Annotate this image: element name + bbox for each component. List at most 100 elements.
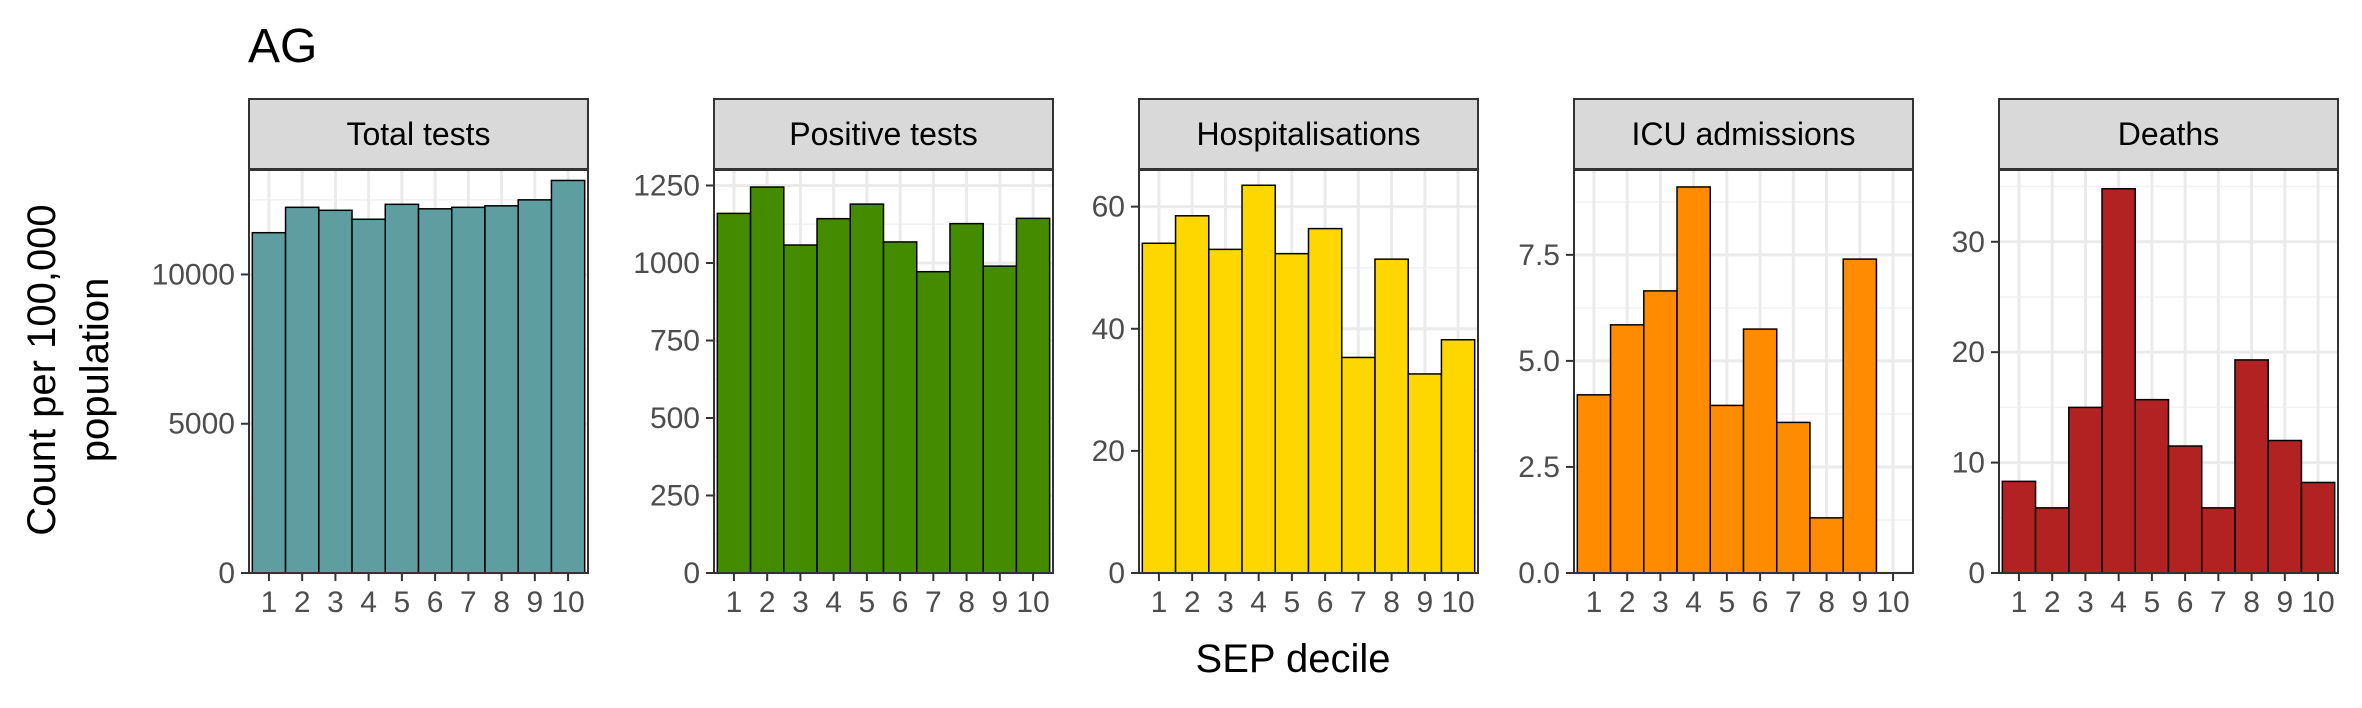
bar	[2200, 507, 2236, 574]
x-tick-label: 1	[2011, 586, 2028, 619]
bar	[1174, 215, 1210, 574]
y-tick-label: 0	[218, 557, 235, 590]
bar	[1576, 394, 1612, 574]
x-tick-label: 4	[2110, 586, 2127, 619]
y-tick-label: 250	[650, 480, 700, 513]
bar	[1274, 252, 1310, 574]
facet-strip-label: Hospitalisations	[1196, 116, 1420, 152]
facet-strip-label: ICU admissions	[1631, 116, 1855, 152]
bar	[550, 179, 586, 574]
chart-title: AG	[248, 20, 317, 73]
x-tick-label: 8	[1818, 586, 1835, 619]
facet-strip-label: Total tests	[346, 116, 490, 152]
x-tick-label: 4	[825, 586, 842, 619]
bar	[450, 206, 486, 574]
x-tick-label: 2	[1619, 586, 1636, 619]
y-tick-label: 10	[1952, 447, 1985, 480]
panel-border	[248, 169, 589, 574]
facet-strip	[248, 98, 589, 170]
bar	[1440, 338, 1476, 574]
y-tick-label: 5.0	[1518, 345, 1560, 378]
bar	[484, 205, 519, 574]
y-tick-label: 0	[1108, 557, 1125, 590]
x-tick-label: 5	[2144, 586, 2161, 619]
facet-strip-label: Deaths	[2118, 116, 2219, 152]
x-tick-label: 6	[2177, 586, 2194, 619]
bar	[2167, 445, 2203, 574]
bar	[1141, 242, 1177, 574]
bar	[982, 265, 1018, 574]
x-tick-label: 4	[360, 586, 377, 619]
x-tick-label: 7	[925, 586, 942, 619]
x-tick-label: 1	[1586, 586, 1603, 619]
x-tick-label: 9	[1416, 586, 1433, 619]
x-tick-label: 3	[1652, 586, 1669, 619]
x-tick-label: 6	[1317, 586, 1334, 619]
y-tick-label: 30	[1952, 226, 1985, 259]
y-tick-label: 0.0	[1518, 557, 1560, 590]
bar	[251, 231, 287, 574]
y-tick-label: 60	[1092, 191, 1125, 224]
bar	[517, 199, 553, 574]
x-axis-title: SEP decile	[1196, 637, 1391, 681]
x-tick-label: 2	[1184, 586, 1201, 619]
bar	[1809, 517, 1844, 574]
y-tick-label: 7.5	[1518, 239, 1560, 272]
facet-panel: ICU admissions 0.0 2.5 5.0 7.5 1 2 3 4 5 6 7 8 9 10	[1518, 98, 1914, 619]
x-tick-label: 10	[551, 586, 584, 619]
x-tick-label: 5	[859, 586, 876, 619]
bar	[1374, 258, 1409, 574]
bar	[2234, 359, 2269, 574]
x-tick-label: 8	[1383, 586, 1400, 619]
bar	[1742, 328, 1778, 574]
x-tick-label: 7	[1350, 586, 1367, 619]
bar	[882, 241, 918, 574]
bar	[351, 218, 387, 574]
x-tick-label: 8	[958, 586, 975, 619]
x-tick-label: 10	[1876, 586, 1909, 619]
bar	[749, 186, 785, 574]
facet-panel: Hospitalisations 0 20 40 60 1 2 3 4 5 6 7 8 9 10	[1092, 98, 1479, 619]
bar	[915, 270, 951, 574]
x-tick-label: 10	[1016, 586, 1049, 619]
y-tick-label: 20	[1092, 435, 1125, 468]
bar	[1643, 290, 1678, 574]
x-tick-label: 9	[1851, 586, 1868, 619]
y-tick-label: 500	[650, 402, 700, 435]
x-tick-label: 5	[1284, 586, 1301, 619]
bar	[2101, 188, 2137, 574]
x-tick-label: 1	[1151, 586, 1168, 619]
x-tick-label: 9	[2276, 586, 2293, 619]
facet-strip	[1573, 98, 1914, 170]
x-tick-label: 1	[726, 586, 743, 619]
y-tick-label: 0	[1968, 557, 1985, 590]
x-tick-label: 6	[427, 586, 444, 619]
bar	[1241, 184, 1277, 574]
bar	[1775, 421, 1811, 574]
panel-border	[713, 169, 1054, 574]
bar	[783, 244, 818, 574]
x-tick-label: 8	[493, 586, 510, 619]
x-tick-label: 6	[1752, 586, 1769, 619]
x-tick-label: 7	[2210, 586, 2227, 619]
x-tick-label: 6	[892, 586, 909, 619]
panel-border	[1573, 169, 1914, 574]
x-tick-label: 3	[2077, 586, 2094, 619]
bar	[284, 206, 320, 574]
bar	[2267, 439, 2303, 574]
bar	[849, 203, 885, 574]
facet-strip-label: Positive tests	[789, 116, 978, 152]
bar	[2034, 507, 2070, 574]
y-tick-label: 20	[1952, 336, 1985, 369]
x-tick-label: 2	[2044, 586, 2061, 619]
x-tick-label: 3	[327, 586, 344, 619]
y-tick-label: 5000	[168, 408, 235, 441]
bar	[318, 209, 353, 574]
y-tick-label: 10000	[152, 258, 235, 291]
bar	[1842, 258, 1878, 574]
bar	[417, 208, 453, 574]
bar	[949, 222, 984, 574]
y-tick-label: 0	[683, 557, 700, 590]
bar	[2134, 398, 2170, 574]
